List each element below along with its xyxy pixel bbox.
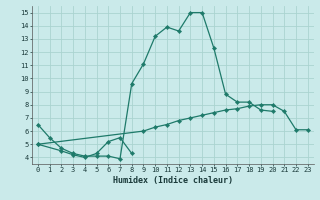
X-axis label: Humidex (Indice chaleur): Humidex (Indice chaleur) <box>113 176 233 185</box>
